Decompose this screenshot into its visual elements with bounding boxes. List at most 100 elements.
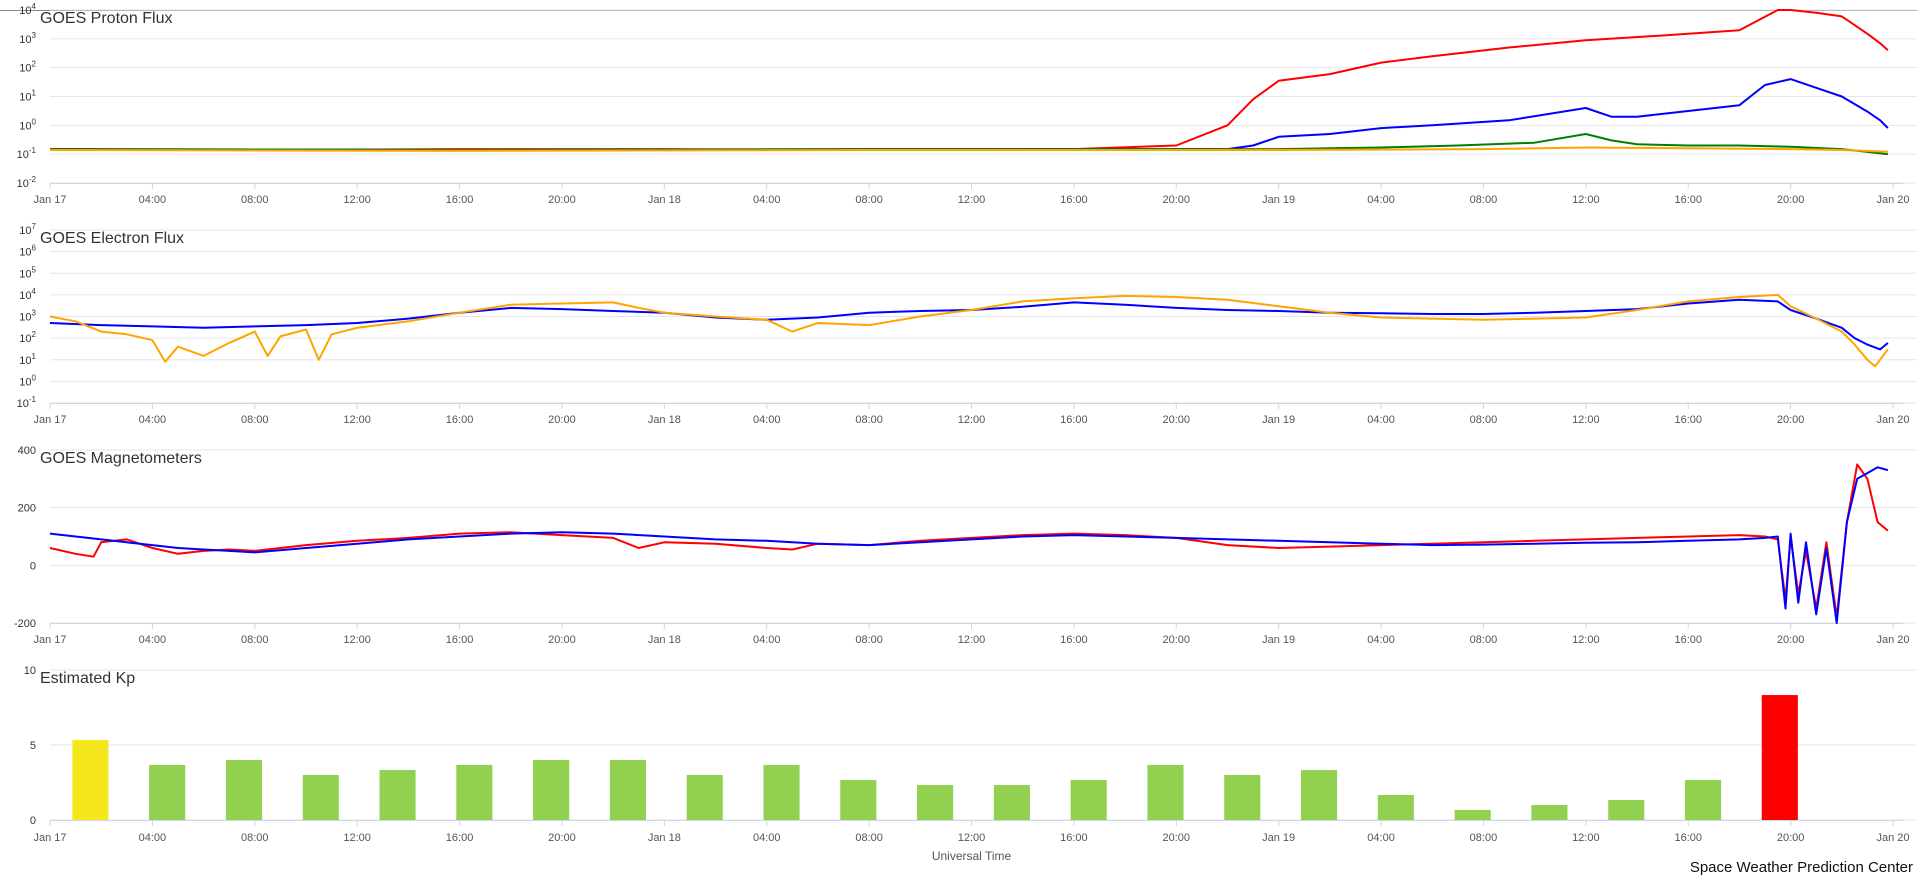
x-tick-label: 20:00 bbox=[1777, 194, 1805, 206]
x-tick-label: 08:00 bbox=[1470, 194, 1498, 206]
x-tick-label: Jan 17 bbox=[33, 832, 66, 844]
kp-bar bbox=[1454, 809, 1491, 820]
x-tick-label: 20:00 bbox=[548, 194, 576, 206]
y-tick-label: 106 bbox=[19, 244, 36, 259]
x-tick-label: Jan 20 bbox=[1876, 194, 1909, 206]
x-axis-title: Universal Time bbox=[932, 849, 1012, 863]
x-tick-label: Jan 17 bbox=[33, 414, 66, 426]
x-tick-label: Jan 17 bbox=[33, 194, 66, 206]
x-tick-label: 08:00 bbox=[855, 832, 883, 844]
series-line-1 bbox=[49, 9, 1889, 151]
y-tick-label: 100 bbox=[19, 373, 36, 388]
kp-bar bbox=[1301, 770, 1338, 820]
panel-title: GOES Proton Flux bbox=[40, 10, 173, 27]
x-tick-label: 16:00 bbox=[1060, 832, 1088, 844]
x-tick-label: 12:00 bbox=[1572, 634, 1600, 646]
x-tick-label: Jan 20 bbox=[1876, 414, 1909, 426]
kp-bar bbox=[1377, 794, 1414, 820]
x-tick-label: Jan 17 bbox=[33, 634, 66, 646]
panel-2: 107 106 105 104 103 102 101 100 10-1 Jan 17 04:00 0… bbox=[17, 222, 1917, 426]
kp-bar bbox=[1070, 779, 1107, 820]
series-line-4 bbox=[49, 146, 1888, 153]
y-tick-label: 10-1 bbox=[17, 395, 37, 410]
kp-bar bbox=[1761, 695, 1798, 820]
panel-1: 104 103 102 101 100 10-1 10-2 Jan 17 04:00 08:00 1… bbox=[17, 2, 1917, 206]
kp-bar bbox=[1684, 779, 1722, 820]
kp-bar bbox=[149, 764, 186, 820]
kp-bar bbox=[1531, 805, 1568, 820]
y-tick-label: 103 bbox=[19, 309, 36, 324]
x-tick-label: 08:00 bbox=[1470, 832, 1498, 844]
y-tick-label: 107 bbox=[19, 222, 36, 237]
x-tick-label: 04:00 bbox=[753, 832, 781, 844]
x-tick-label: 08:00 bbox=[1470, 634, 1498, 646]
x-tick-label: 20:00 bbox=[1163, 194, 1191, 206]
y-tick-label: 100 bbox=[19, 117, 36, 132]
y-tick-label: 101 bbox=[19, 89, 36, 104]
kp-bar bbox=[72, 740, 109, 820]
kp-bar bbox=[379, 770, 416, 820]
x-tick-label: 20:00 bbox=[1777, 634, 1805, 646]
x-tick-label: Jan 19 bbox=[1262, 194, 1295, 206]
kp-bar bbox=[456, 764, 493, 820]
x-tick-label: 12:00 bbox=[343, 194, 371, 206]
x-tick-label: Jan 18 bbox=[648, 832, 681, 844]
panel-title: GOES Magnetometers bbox=[40, 450, 202, 467]
y-tick-label: 10-1 bbox=[17, 146, 37, 161]
series-line-2 bbox=[49, 293, 1889, 368]
y-tick-label: 200 bbox=[18, 503, 36, 515]
x-tick-label: 04:00 bbox=[139, 194, 167, 206]
y-tick-label: 104 bbox=[19, 2, 36, 17]
panel-3: 400 200 0 -200 Jan 17 04:00 08:00 12:00 16:00 20:… bbox=[14, 445, 1917, 646]
x-tick-label: 08:00 bbox=[1470, 414, 1498, 426]
panel-4: 10 5 0 Jan 17 04:00 08:00 12:00 16:00 20:00 Jan 1… bbox=[24, 665, 1917, 863]
x-tick-label: 12:00 bbox=[343, 634, 371, 646]
x-tick-label: 08:00 bbox=[855, 634, 883, 646]
series-line-1 bbox=[49, 463, 1889, 619]
kp-bar bbox=[302, 775, 339, 820]
kp-bar bbox=[840, 779, 877, 820]
x-tick-label: 16:00 bbox=[1060, 194, 1088, 206]
series-line-2 bbox=[49, 78, 1889, 151]
x-tick-label: 16:00 bbox=[1674, 832, 1702, 844]
x-tick-label: 12:00 bbox=[343, 414, 371, 426]
x-tick-label: 04:00 bbox=[139, 634, 167, 646]
panel-title: GOES Electron Flux bbox=[40, 230, 184, 247]
x-tick-label: 20:00 bbox=[1163, 832, 1191, 844]
series-line-2 bbox=[49, 466, 1889, 624]
x-tick-label: 16:00 bbox=[446, 414, 474, 426]
x-tick-label: Jan 18 bbox=[648, 634, 681, 646]
kp-bar bbox=[533, 760, 570, 820]
x-tick-label: Jan 20 bbox=[1876, 634, 1909, 646]
kp-bar bbox=[225, 760, 263, 820]
x-tick-label: 16:00 bbox=[446, 194, 474, 206]
x-tick-label: 16:00 bbox=[446, 832, 474, 844]
kp-bar bbox=[686, 775, 723, 820]
kp-bar bbox=[1608, 800, 1645, 820]
x-tick-label: 08:00 bbox=[855, 414, 883, 426]
x-tick-label: 08:00 bbox=[241, 194, 269, 206]
series-line-1 bbox=[49, 298, 1889, 351]
x-tick-label: 12:00 bbox=[1572, 832, 1600, 844]
x-tick-label: 16:00 bbox=[1674, 414, 1702, 426]
x-tick-label: 20:00 bbox=[1163, 414, 1191, 426]
x-tick-label: 08:00 bbox=[241, 832, 269, 844]
y-tick-label: 10 bbox=[24, 665, 36, 677]
x-tick-label: 12:00 bbox=[958, 194, 986, 206]
x-tick-label: 12:00 bbox=[343, 832, 371, 844]
x-tick-label: Jan 19 bbox=[1262, 414, 1295, 426]
x-tick-label: 20:00 bbox=[1777, 832, 1805, 844]
x-tick-label: Jan 20 bbox=[1876, 832, 1909, 844]
y-tick-label: 105 bbox=[19, 265, 36, 280]
x-tick-label: 16:00 bbox=[446, 634, 474, 646]
y-tick-label: 102 bbox=[19, 330, 36, 345]
x-tick-label: Jan 18 bbox=[648, 414, 681, 426]
kp-bar bbox=[763, 764, 800, 820]
x-tick-label: Jan 19 bbox=[1262, 832, 1295, 844]
y-tick-label: 0 bbox=[30, 560, 36, 572]
kp-bar bbox=[1147, 764, 1184, 820]
x-tick-label: 16:00 bbox=[1060, 414, 1088, 426]
y-tick-label: 400 bbox=[18, 445, 36, 457]
y-tick-label: -200 bbox=[14, 618, 36, 630]
